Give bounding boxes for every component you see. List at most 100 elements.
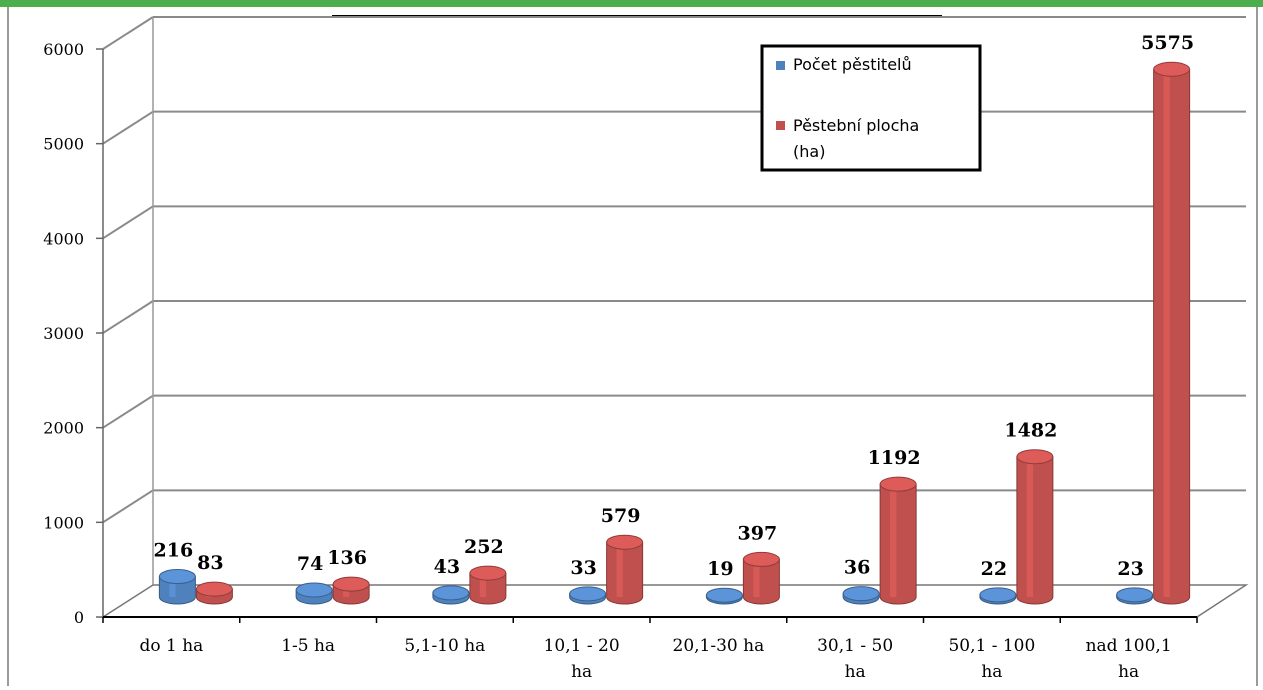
x-tick-labels: do 1 ha 1-5 ha 5,1-10 ha 10,1 - 20 ha 20,1-30… bbox=[139, 636, 1171, 682]
data-label: 1192 bbox=[868, 447, 921, 469]
bar-body bbox=[1016, 456, 1054, 605]
bar-body bbox=[1153, 68, 1191, 605]
data-label: 19 bbox=[707, 558, 733, 580]
bar-series-1-7 bbox=[1116, 587, 1154, 605]
axes bbox=[96, 17, 1249, 623]
data-label: 33 bbox=[570, 557, 596, 579]
data-label: 136 bbox=[327, 547, 367, 569]
bar-top bbox=[295, 582, 333, 598]
y-tick-label: 4000 bbox=[43, 229, 84, 248]
gridline-diagonal bbox=[102, 394, 154, 429]
bar-series-2-7 bbox=[1153, 61, 1191, 605]
data-label: 1482 bbox=[1004, 420, 1057, 442]
data-label: 36 bbox=[844, 557, 870, 579]
x-tick-label: 50,1 - 100 bbox=[948, 636, 1035, 656]
bar-top bbox=[742, 551, 780, 567]
bar-series-1-2 bbox=[432, 585, 470, 605]
bar-top bbox=[195, 581, 233, 597]
bars bbox=[158, 61, 1191, 605]
bar-top bbox=[1016, 449, 1054, 465]
bar-top bbox=[842, 586, 880, 602]
bar-series-2-2 bbox=[469, 565, 507, 605]
bar-body bbox=[606, 541, 644, 605]
bar-series-1-3 bbox=[569, 586, 607, 605]
gridline-diagonal bbox=[102, 205, 154, 240]
legend-label-series-2-line-2: (ha) bbox=[793, 142, 825, 161]
bar-top bbox=[705, 587, 743, 603]
bar-top bbox=[158, 569, 196, 585]
bar-series-2-0 bbox=[195, 581, 233, 605]
bar-body bbox=[158, 576, 196, 605]
x-tick-label: do 1 ha bbox=[139, 636, 203, 656]
y-tick-label: 1000 bbox=[43, 513, 84, 532]
legend-swatch-series-2 bbox=[776, 121, 785, 130]
legend-label-series-1: Počet pěstitelů bbox=[793, 55, 912, 74]
bar-body bbox=[879, 483, 917, 605]
bar-series-2-1 bbox=[332, 576, 370, 605]
x-tick-label: 10,1 - 20 bbox=[544, 636, 620, 656]
bar-series-1-6 bbox=[979, 587, 1017, 605]
bar-highlight bbox=[616, 542, 623, 597]
bar-series-1-0 bbox=[158, 569, 196, 605]
bar-top bbox=[569, 586, 607, 602]
x-tick-label: 5,1-10 ha bbox=[404, 636, 485, 656]
bar-body bbox=[742, 558, 780, 605]
legend-box bbox=[760, 44, 982, 172]
data-label: 397 bbox=[738, 522, 778, 544]
y-tick-label: 5000 bbox=[43, 135, 84, 154]
gridlines bbox=[102, 16, 1246, 524]
bar-series-2-5 bbox=[879, 476, 917, 605]
y-tick-label: 3000 bbox=[43, 324, 84, 343]
bar-series-2-6 bbox=[1016, 449, 1054, 605]
bar-series-1-5 bbox=[842, 586, 880, 605]
bar-top bbox=[1153, 61, 1191, 77]
x-tick-label: ha bbox=[845, 662, 866, 682]
bar-highlight bbox=[169, 576, 176, 597]
x-tick-label: nad 100,1 bbox=[1086, 636, 1172, 656]
data-label: 23 bbox=[1117, 558, 1143, 580]
legend-swatch-series-1 bbox=[776, 61, 785, 70]
data-label: 83 bbox=[197, 552, 223, 574]
x-tick-label: ha bbox=[981, 662, 1002, 682]
x-tick-label: 30,1 - 50 bbox=[817, 636, 893, 656]
y-tick-label: 2000 bbox=[43, 419, 84, 438]
bar-highlight bbox=[1026, 456, 1034, 597]
bar-body bbox=[469, 572, 507, 605]
bar-top bbox=[979, 587, 1017, 603]
data-labels: 216 74 43 33 19 36 22 23 83 136 252 579 397 1192 1482 5… bbox=[154, 32, 1195, 580]
bar-top bbox=[1116, 587, 1154, 603]
bar-highlight bbox=[890, 484, 897, 597]
bar-series-1-1 bbox=[295, 582, 333, 605]
bar-highlight bbox=[479, 573, 487, 597]
bar-highlight bbox=[1163, 69, 1170, 597]
gridline-diagonal bbox=[102, 16, 154, 50]
bar-top bbox=[332, 576, 370, 592]
y-tick-labels: 0 1000 2000 3000 4000 5000 6000 bbox=[43, 40, 84, 627]
legend-label-series-2-line-1: Pěstební plocha bbox=[793, 116, 919, 135]
legend: Počet pěstitelů Pěstební plocha (ha) bbox=[760, 44, 982, 172]
bar-series-1-4 bbox=[705, 587, 743, 605]
y-tick-label: 0 bbox=[74, 608, 84, 627]
bar-series-2-4 bbox=[742, 551, 780, 605]
data-label: 579 bbox=[601, 505, 641, 527]
gridline-diagonal bbox=[102, 300, 154, 334]
bar-top bbox=[469, 565, 507, 581]
bar-top bbox=[606, 534, 644, 550]
x-tick-label: 1-5 ha bbox=[281, 636, 335, 656]
data-label: 216 bbox=[154, 540, 194, 562]
x-tick-label: 20,1-30 ha bbox=[673, 636, 765, 656]
floor bbox=[100, 584, 1249, 618]
gridline-diagonal bbox=[102, 110, 154, 145]
x-tick-label: ha bbox=[1118, 662, 1139, 682]
bar-top bbox=[879, 476, 917, 492]
data-label: 22 bbox=[981, 558, 1007, 580]
data-label: 5575 bbox=[1141, 32, 1194, 54]
bar-series-2-3 bbox=[606, 534, 644, 605]
bar-top bbox=[432, 585, 470, 601]
x-tick-label: ha bbox=[571, 662, 592, 682]
bar-highlight bbox=[753, 559, 760, 597]
data-label: 252 bbox=[464, 536, 504, 558]
data-label: 74 bbox=[297, 553, 323, 575]
